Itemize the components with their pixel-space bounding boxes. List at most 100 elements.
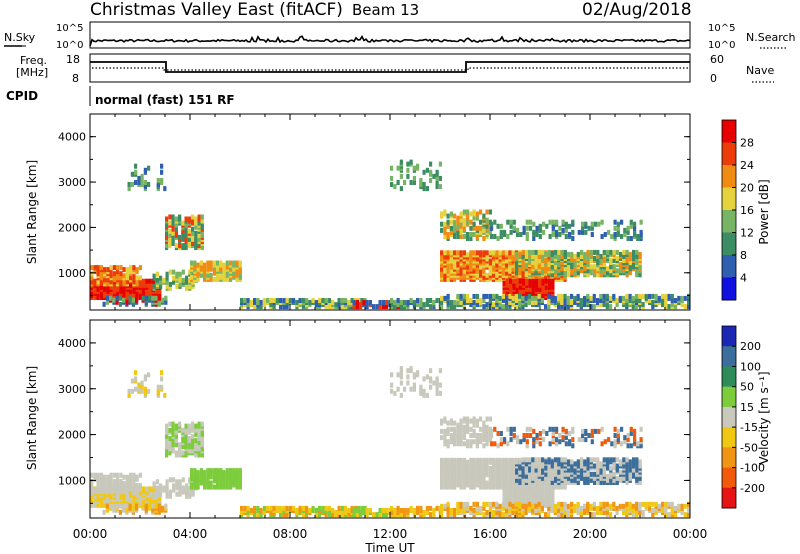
power-echo-cell <box>112 271 116 277</box>
power-echo-cell <box>537 264 541 270</box>
power-echo-cell <box>393 300 397 305</box>
power-echo-cell <box>586 249 590 255</box>
velocity-echo-cell <box>674 505 678 511</box>
velocity-echo-cell <box>132 500 136 506</box>
power-echo-cell <box>485 293 489 299</box>
power-echo-cell <box>589 295 593 301</box>
power-echo-cell <box>475 272 479 278</box>
power-echo-cell <box>505 270 509 276</box>
velocity-echo-cell <box>531 503 535 509</box>
velocity-colorbar-tick-label: -100 <box>740 462 765 475</box>
power-echo-cell <box>535 225 539 231</box>
power-echo-cell <box>456 262 460 268</box>
velocity-echo-cell <box>628 463 632 469</box>
velocity-echo-cell <box>453 512 457 518</box>
velocity-echo-cell <box>229 468 233 474</box>
velocity-echo-cell <box>524 503 528 509</box>
power-echo-cell <box>479 298 483 303</box>
power-echo-cell <box>596 258 600 263</box>
velocity-echo-cell <box>340 505 344 511</box>
velocity-echo-cell <box>156 388 160 394</box>
power-echo-cell <box>625 249 629 255</box>
velocity-echo-cell <box>446 501 450 507</box>
power-echo-cell <box>456 215 460 221</box>
power-echo-cell <box>129 269 133 275</box>
power-echo-cell <box>482 236 486 241</box>
power-echo-cell <box>171 224 175 230</box>
velocity-echo-cell <box>619 469 623 475</box>
velocity-colorbar-tick-label: 100 <box>740 360 761 373</box>
power-echo-cell <box>109 265 113 271</box>
power-echo-cell <box>670 302 674 308</box>
power-echo-cell <box>625 264 629 270</box>
power-echo-cell <box>175 271 179 277</box>
power-echo-cell <box>538 234 542 239</box>
power-echo-cell <box>495 258 499 264</box>
power-echo-cell <box>429 304 433 310</box>
power-echo-cell <box>596 298 600 303</box>
power-echo-cell <box>378 304 382 310</box>
power-echo-cell <box>362 300 366 305</box>
power-colorbar-swatch <box>722 142 736 166</box>
velocity-echo-cell <box>628 467 632 473</box>
y-tick-label: 2000 <box>58 221 86 234</box>
power-echo-cell <box>412 180 416 185</box>
velocity-echo-cell <box>112 483 116 488</box>
velocity-data <box>90 366 691 518</box>
power-echo-cell <box>171 239 175 244</box>
power-echo-cell <box>580 268 584 274</box>
power-echo-cell <box>475 293 479 299</box>
velocity-echo-cell <box>243 505 247 511</box>
velocity-echo-cell <box>561 426 565 432</box>
velocity-echo-cell <box>503 437 507 443</box>
velocity-echo-cell <box>508 468 512 474</box>
power-echo-cell <box>132 293 136 298</box>
power-echo-cell <box>229 260 233 266</box>
velocity-echo-cell <box>151 503 155 509</box>
power-echo-cell <box>462 293 466 299</box>
power-echo-cell <box>240 298 244 303</box>
velocity-echo-cell <box>492 501 496 507</box>
velocity-echo-cell <box>502 488 506 494</box>
power-echo-cell <box>594 221 598 227</box>
velocity-echo-cell <box>219 468 223 474</box>
velocity-echo-cell <box>592 501 596 507</box>
velocity-echo-cell <box>485 470 489 476</box>
velocity-echo-cell <box>443 416 447 422</box>
velocity-echo-cell <box>459 424 463 430</box>
power-echo-cell <box>567 272 571 278</box>
power-echo-cell <box>235 276 239 282</box>
power-echo-cell <box>197 214 201 220</box>
power-echo-cell <box>103 284 107 290</box>
velocity-echo-cell <box>225 468 229 474</box>
power-echo-cell <box>512 225 516 231</box>
power-echo-cell <box>514 293 518 299</box>
velocity-echo-cell <box>683 512 687 518</box>
power-echo-cell <box>138 282 142 288</box>
velocity-echo-cell <box>599 505 603 511</box>
velocity-echo-cell <box>557 457 561 463</box>
velocity-echo-cell <box>609 480 613 485</box>
power-echo-cell <box>586 268 590 274</box>
power-echo-cell <box>515 266 519 272</box>
nave-tick-0: 0 <box>710 72 717 85</box>
power-echo-cell <box>641 302 645 308</box>
velocity-echo-cell <box>613 433 617 438</box>
velocity-echo-cell <box>558 433 562 438</box>
velocity-echo-cell <box>381 512 385 518</box>
velocity-echo-cell <box>492 510 496 515</box>
power-echo-cell <box>403 300 407 305</box>
velocity-echo-cell <box>534 471 538 477</box>
power-echo-cell <box>525 232 529 237</box>
power-echo-cell <box>521 262 525 268</box>
velocity-echo-cell <box>505 457 509 463</box>
power-echo-cell <box>498 295 502 301</box>
power-echo-cell <box>390 302 394 308</box>
velocity-echo-cell <box>292 505 296 511</box>
velocity-echo-cell <box>555 426 559 432</box>
velocity-echo-cell <box>145 496 149 502</box>
velocity-echo-cell <box>425 392 429 398</box>
power-echo-cell <box>449 300 453 305</box>
